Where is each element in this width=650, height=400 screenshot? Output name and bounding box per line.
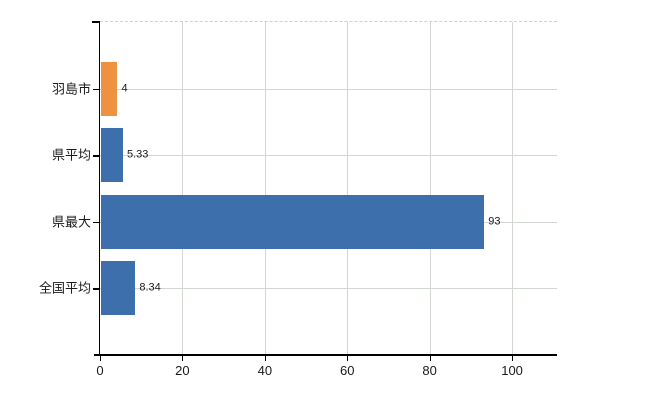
category-label: 羽島市 [51, 81, 91, 97]
vertical-gridline [429, 22, 431, 355]
bar-value-label: 5.33 [126, 148, 149, 161]
bar [101, 61, 118, 116]
x-tick-label: 60 [340, 363, 355, 378]
category-tick [93, 221, 100, 224]
bar [101, 261, 136, 316]
vertical-gridline [182, 22, 184, 355]
x-tick-label: 40 [257, 363, 273, 378]
horizontal-gridline [100, 155, 557, 157]
x-tick [347, 355, 349, 361]
bar [101, 128, 123, 183]
category-tick [93, 288, 100, 290]
x-tick-label: 20 [175, 363, 190, 378]
x-tick [264, 355, 266, 361]
bar [101, 194, 485, 249]
x-tick [182, 355, 184, 361]
plot-top-border [100, 21, 557, 22]
x-tick-label: 80 [422, 363, 437, 378]
vertical-gridline [264, 22, 266, 355]
x-tick [100, 355, 101, 361]
category-label: 県平均 [51, 147, 91, 163]
y-axis-line [98, 21, 100, 355]
bar-value-label: 93 [488, 215, 501, 228]
category-label: 全国平均 [38, 280, 91, 296]
y-axis-top-tick [92, 21, 100, 23]
category-tick [93, 155, 100, 157]
x-tick [429, 355, 431, 361]
x-axis-line [94, 354, 557, 356]
x-tick-label: 100 [501, 363, 523, 378]
category-tick [93, 88, 100, 91]
bar-value-label: 8.34 [139, 281, 161, 294]
horizontal-gridline [100, 288, 557, 290]
bar-value-label: 4 [121, 82, 128, 95]
vertical-gridline [512, 22, 514, 355]
x-tick-label: 0 [96, 363, 104, 378]
vertical-gridline [347, 22, 349, 355]
category-label: 県最大 [51, 214, 91, 230]
x-tick [512, 355, 514, 361]
horizontal-gridline [100, 88, 557, 90]
